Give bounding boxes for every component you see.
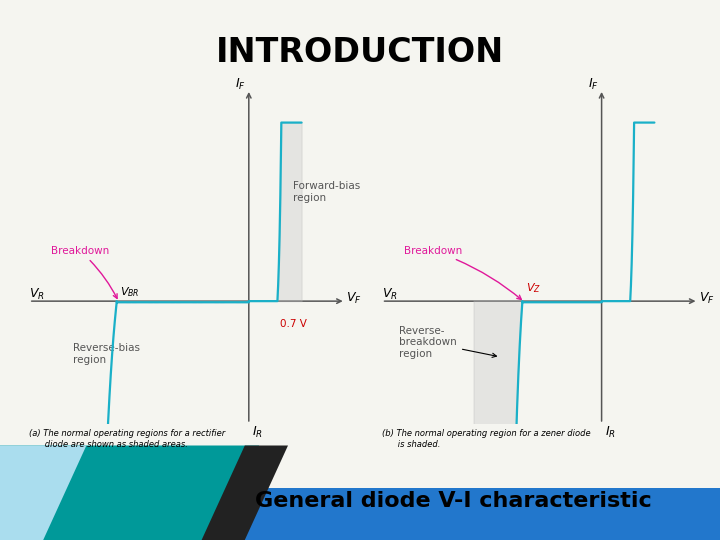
Text: $V_{BR}$: $V_{BR}$ xyxy=(120,286,140,299)
Text: $I_R$: $I_R$ xyxy=(252,425,264,440)
Bar xyxy=(0,488,720,540)
Polygon shape xyxy=(0,446,259,540)
Text: Reverse-
breakdown
region: Reverse- breakdown region xyxy=(399,326,497,359)
Text: $I_R$: $I_R$ xyxy=(605,425,616,440)
Text: $V_R$: $V_R$ xyxy=(382,287,397,302)
Text: Breakdown: Breakdown xyxy=(51,246,117,299)
Text: $I_F$: $I_F$ xyxy=(235,77,246,92)
Text: $I_F$: $I_F$ xyxy=(588,77,599,92)
Polygon shape xyxy=(202,446,288,540)
Text: (a) The normal operating regions for a rectifier
      diode are shown as shaded: (a) The normal operating regions for a r… xyxy=(29,429,225,449)
Text: Breakdown: Breakdown xyxy=(404,246,521,300)
Text: $V_Z$: $V_Z$ xyxy=(526,281,541,295)
Text: 0.7 V: 0.7 V xyxy=(281,319,307,329)
Text: $V_F$: $V_F$ xyxy=(346,291,362,306)
Polygon shape xyxy=(0,446,86,540)
Text: Forward-bias
region: Forward-bias region xyxy=(293,181,360,202)
Text: (b) The normal operating region for a zener diode
      is shaded.: (b) The normal operating region for a ze… xyxy=(382,429,590,449)
Text: Reverse-bias
region: Reverse-bias region xyxy=(73,343,140,364)
Text: $V_F$: $V_F$ xyxy=(699,291,715,306)
Text: $V_R$: $V_R$ xyxy=(29,287,45,302)
Text: INTRODUCTION: INTRODUCTION xyxy=(216,36,504,69)
Text: General diode V-I characteristic: General diode V-I characteristic xyxy=(255,491,652,511)
